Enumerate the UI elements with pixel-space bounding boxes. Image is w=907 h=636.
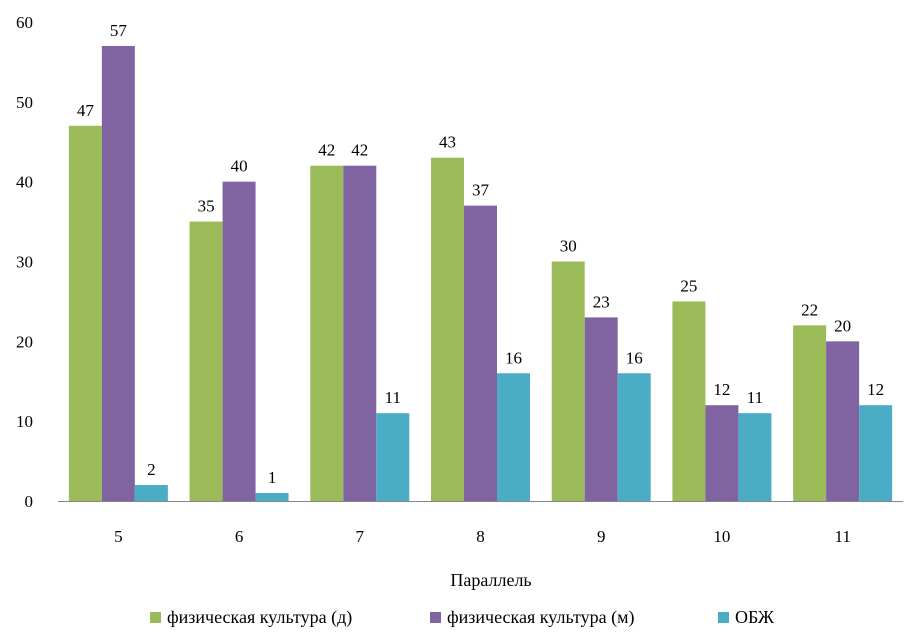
bar — [738, 413, 772, 501]
y-tick-label: 30 — [16, 253, 33, 272]
x-tick-label: 6 — [235, 527, 244, 546]
bar — [617, 373, 651, 501]
data-label: 16 — [626, 348, 643, 367]
data-label: 12 — [867, 380, 884, 399]
legend-swatch — [430, 612, 441, 623]
bar — [705, 405, 739, 501]
legend: физическая культура (д) физическая культу… — [150, 607, 775, 628]
legend-swatch — [718, 612, 729, 623]
bar — [101, 45, 135, 501]
bar — [859, 405, 893, 501]
y-tick-label: 50 — [16, 93, 33, 112]
bars — [68, 45, 893, 502]
data-label: 2 — [147, 460, 156, 479]
x-axis-title: Параллель — [450, 570, 531, 590]
bar — [68, 125, 102, 502]
x-tick-label: 8 — [476, 527, 485, 546]
bar — [134, 485, 168, 501]
x-tick-label: 5 — [114, 527, 123, 546]
y-axis-ticks: 0 10 20 30 40 50 60 — [16, 13, 33, 511]
bar — [826, 341, 860, 501]
bar — [343, 165, 377, 501]
bar — [310, 165, 344, 501]
legend-label: ОБЖ — [735, 607, 775, 627]
data-label: 37 — [472, 181, 490, 200]
data-label: 11 — [747, 388, 763, 407]
bar — [431, 157, 464, 501]
x-axis-ticks: 5 6 7 8 9 10 11 — [114, 527, 851, 546]
bar — [376, 413, 410, 501]
data-label: 1 — [268, 468, 277, 487]
y-tick-label: 20 — [16, 332, 33, 351]
y-tick-label: 10 — [16, 412, 33, 431]
bar — [464, 205, 497, 501]
data-label: 22 — [801, 300, 818, 319]
bar — [584, 317, 618, 501]
data-labels: 47 57 2 35 40 1 42 42 11 43 37 16 30 23 16 25 12 11 22 20 12 — [77, 21, 884, 487]
x-tick-label: 7 — [356, 527, 365, 546]
bar — [255, 493, 289, 501]
data-label: 35 — [198, 197, 215, 216]
legend-label: физическая культура (д) — [167, 607, 352, 628]
bar — [222, 181, 256, 501]
data-label: 42 — [318, 141, 335, 160]
data-label: 30 — [560, 237, 577, 256]
data-label: 43 — [439, 133, 456, 152]
bar — [793, 325, 827, 501]
legend-swatch — [150, 612, 161, 623]
bar — [551, 261, 585, 501]
data-label: 47 — [77, 101, 95, 120]
y-tick-label: 60 — [16, 13, 33, 32]
bar — [189, 221, 223, 502]
x-tick-label: 9 — [597, 527, 606, 546]
data-label: 23 — [593, 292, 610, 311]
data-label: 42 — [351, 141, 368, 160]
data-label: 16 — [505, 348, 522, 367]
data-label: 57 — [110, 21, 128, 40]
y-tick-label: 0 — [25, 492, 34, 511]
x-tick-label: 10 — [713, 527, 730, 546]
y-tick-label: 40 — [16, 173, 33, 192]
data-label: 25 — [680, 276, 697, 295]
legend-label: физическая культура (м) — [447, 607, 634, 628]
data-label: 20 — [834, 316, 851, 335]
data-label: 40 — [231, 157, 248, 176]
bar — [497, 373, 530, 501]
data-label: 12 — [713, 380, 730, 399]
x-tick-label: 11 — [834, 527, 850, 546]
data-label: 11 — [385, 388, 401, 407]
bar — [672, 301, 706, 501]
